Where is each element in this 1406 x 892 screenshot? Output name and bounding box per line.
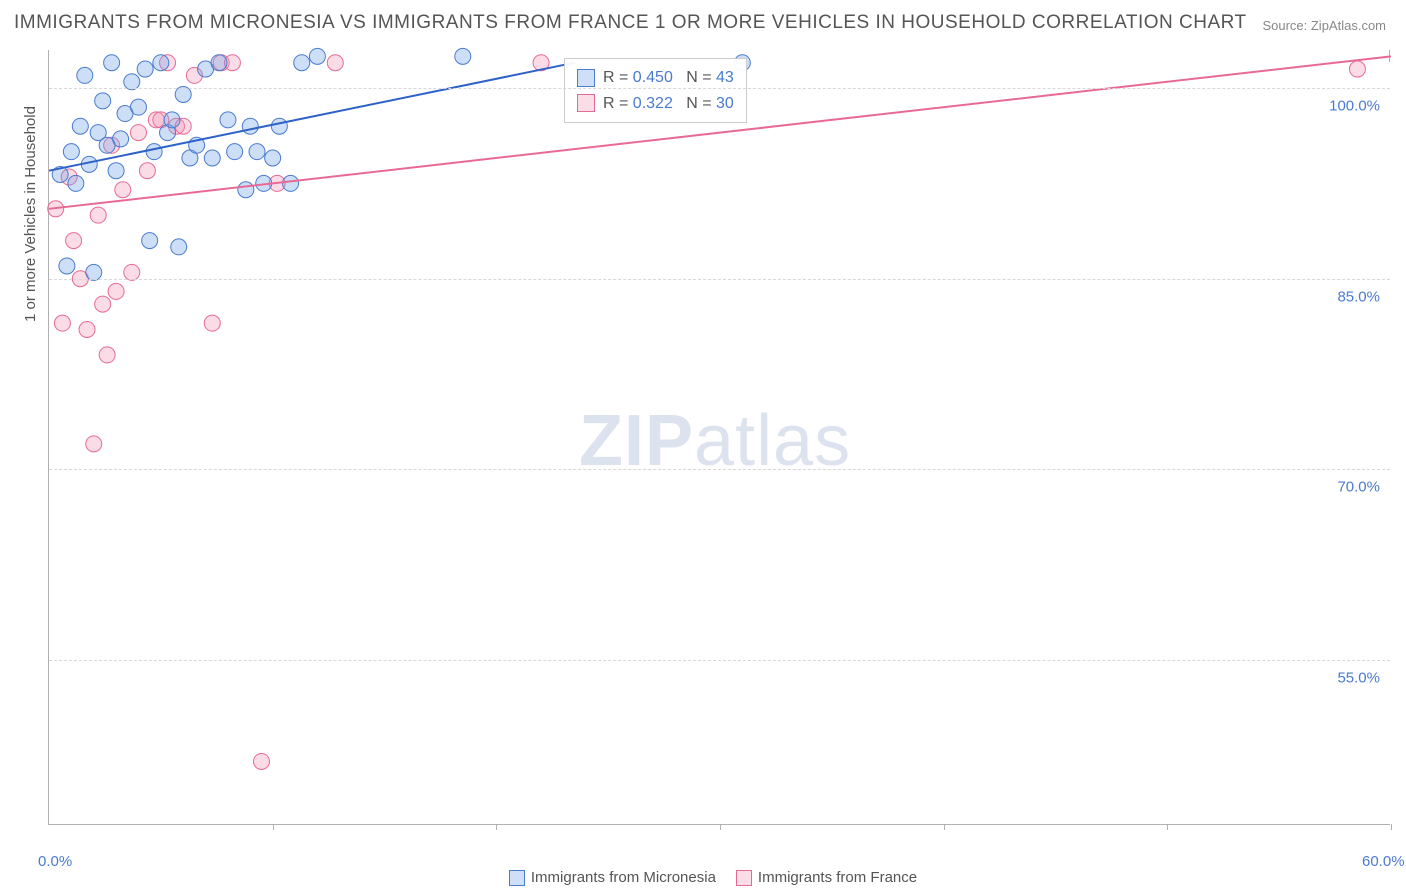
data-point bbox=[95, 93, 111, 109]
n-label: N = bbox=[686, 95, 711, 112]
x-tick-label: 0.0% bbox=[38, 853, 72, 870]
data-point bbox=[204, 150, 220, 166]
y-tick-label: 70.0% bbox=[1337, 479, 1380, 496]
data-point bbox=[153, 55, 169, 71]
legend-swatch bbox=[577, 69, 595, 87]
data-point bbox=[242, 118, 258, 134]
data-point bbox=[68, 175, 84, 191]
data-point bbox=[238, 182, 254, 198]
x-tick bbox=[1391, 824, 1392, 830]
legend-label: Immigrants from Micronesia bbox=[531, 869, 716, 886]
data-point bbox=[77, 67, 93, 83]
data-point bbox=[72, 118, 88, 134]
data-point bbox=[108, 283, 124, 299]
x-tick-label: 60.0% bbox=[1362, 853, 1405, 870]
r-value: 0.450 bbox=[633, 69, 673, 86]
y-axis-title: 1 or more Vehicles in Household bbox=[22, 106, 39, 322]
legend-swatch bbox=[577, 94, 595, 112]
gridline bbox=[49, 279, 1390, 280]
data-point bbox=[113, 131, 129, 147]
data-point bbox=[86, 436, 102, 452]
data-point bbox=[63, 144, 79, 160]
data-point bbox=[66, 233, 82, 249]
data-point bbox=[271, 118, 287, 134]
data-point bbox=[99, 347, 115, 363]
data-point bbox=[204, 315, 220, 331]
data-point bbox=[90, 207, 106, 223]
data-point bbox=[164, 112, 180, 128]
source-label: Source: ZipAtlas.com bbox=[1262, 18, 1386, 33]
chart-title: IMMIGRANTS FROM MICRONESIA VS IMMIGRANTS… bbox=[14, 12, 1247, 34]
x-tick bbox=[273, 824, 274, 830]
n-value: 30 bbox=[716, 95, 734, 112]
data-point bbox=[79, 322, 95, 338]
chart-svg bbox=[49, 50, 1390, 824]
r-label: R = bbox=[603, 69, 628, 86]
data-point bbox=[294, 55, 310, 71]
data-point bbox=[115, 182, 131, 198]
gridline bbox=[49, 88, 1390, 89]
gridline bbox=[49, 469, 1390, 470]
r-value: 0.322 bbox=[633, 95, 673, 112]
legend-label: Immigrants from France bbox=[758, 869, 917, 886]
gridline bbox=[49, 660, 1390, 661]
data-point bbox=[139, 163, 155, 179]
x-tick bbox=[720, 824, 721, 830]
data-point bbox=[171, 239, 187, 255]
data-point bbox=[1349, 61, 1365, 77]
r-label: R = bbox=[603, 95, 628, 112]
data-point bbox=[142, 233, 158, 249]
data-point bbox=[249, 144, 265, 160]
data-point bbox=[265, 150, 281, 166]
data-point bbox=[104, 55, 120, 71]
bottom-legend: Immigrants from Micronesia Immigrants fro… bbox=[0, 869, 1406, 886]
y-tick-label: 55.0% bbox=[1337, 669, 1380, 686]
stats-row: R = 0.322 N = 30 bbox=[577, 91, 734, 117]
stats-row: R = 0.450 N = 43 bbox=[577, 65, 734, 91]
n-value: 43 bbox=[716, 69, 734, 86]
data-point bbox=[227, 144, 243, 160]
plot-area: ZIPatlas R = 0.450 N = 43R = 0.322 N = 3… bbox=[48, 50, 1390, 825]
data-point bbox=[220, 112, 236, 128]
stats-box: R = 0.450 N = 43R = 0.322 N = 30 bbox=[564, 58, 747, 123]
data-point bbox=[108, 163, 124, 179]
data-point bbox=[253, 753, 269, 769]
data-point bbox=[130, 99, 146, 115]
x-tick bbox=[496, 824, 497, 830]
data-point bbox=[455, 48, 471, 64]
y-tick-label: 85.0% bbox=[1337, 288, 1380, 305]
data-point bbox=[54, 315, 70, 331]
data-point bbox=[309, 48, 325, 64]
data-point bbox=[130, 125, 146, 141]
data-point bbox=[95, 296, 111, 312]
data-point bbox=[211, 55, 227, 71]
x-tick bbox=[944, 824, 945, 830]
data-point bbox=[146, 144, 162, 160]
data-point bbox=[283, 175, 299, 191]
n-label: N = bbox=[686, 69, 711, 86]
x-tick bbox=[1167, 824, 1168, 830]
y-tick-label: 100.0% bbox=[1329, 98, 1380, 115]
legend-swatch bbox=[509, 870, 525, 886]
data-point bbox=[59, 258, 75, 274]
data-point bbox=[327, 55, 343, 71]
data-point bbox=[137, 61, 153, 77]
legend-swatch bbox=[736, 870, 752, 886]
